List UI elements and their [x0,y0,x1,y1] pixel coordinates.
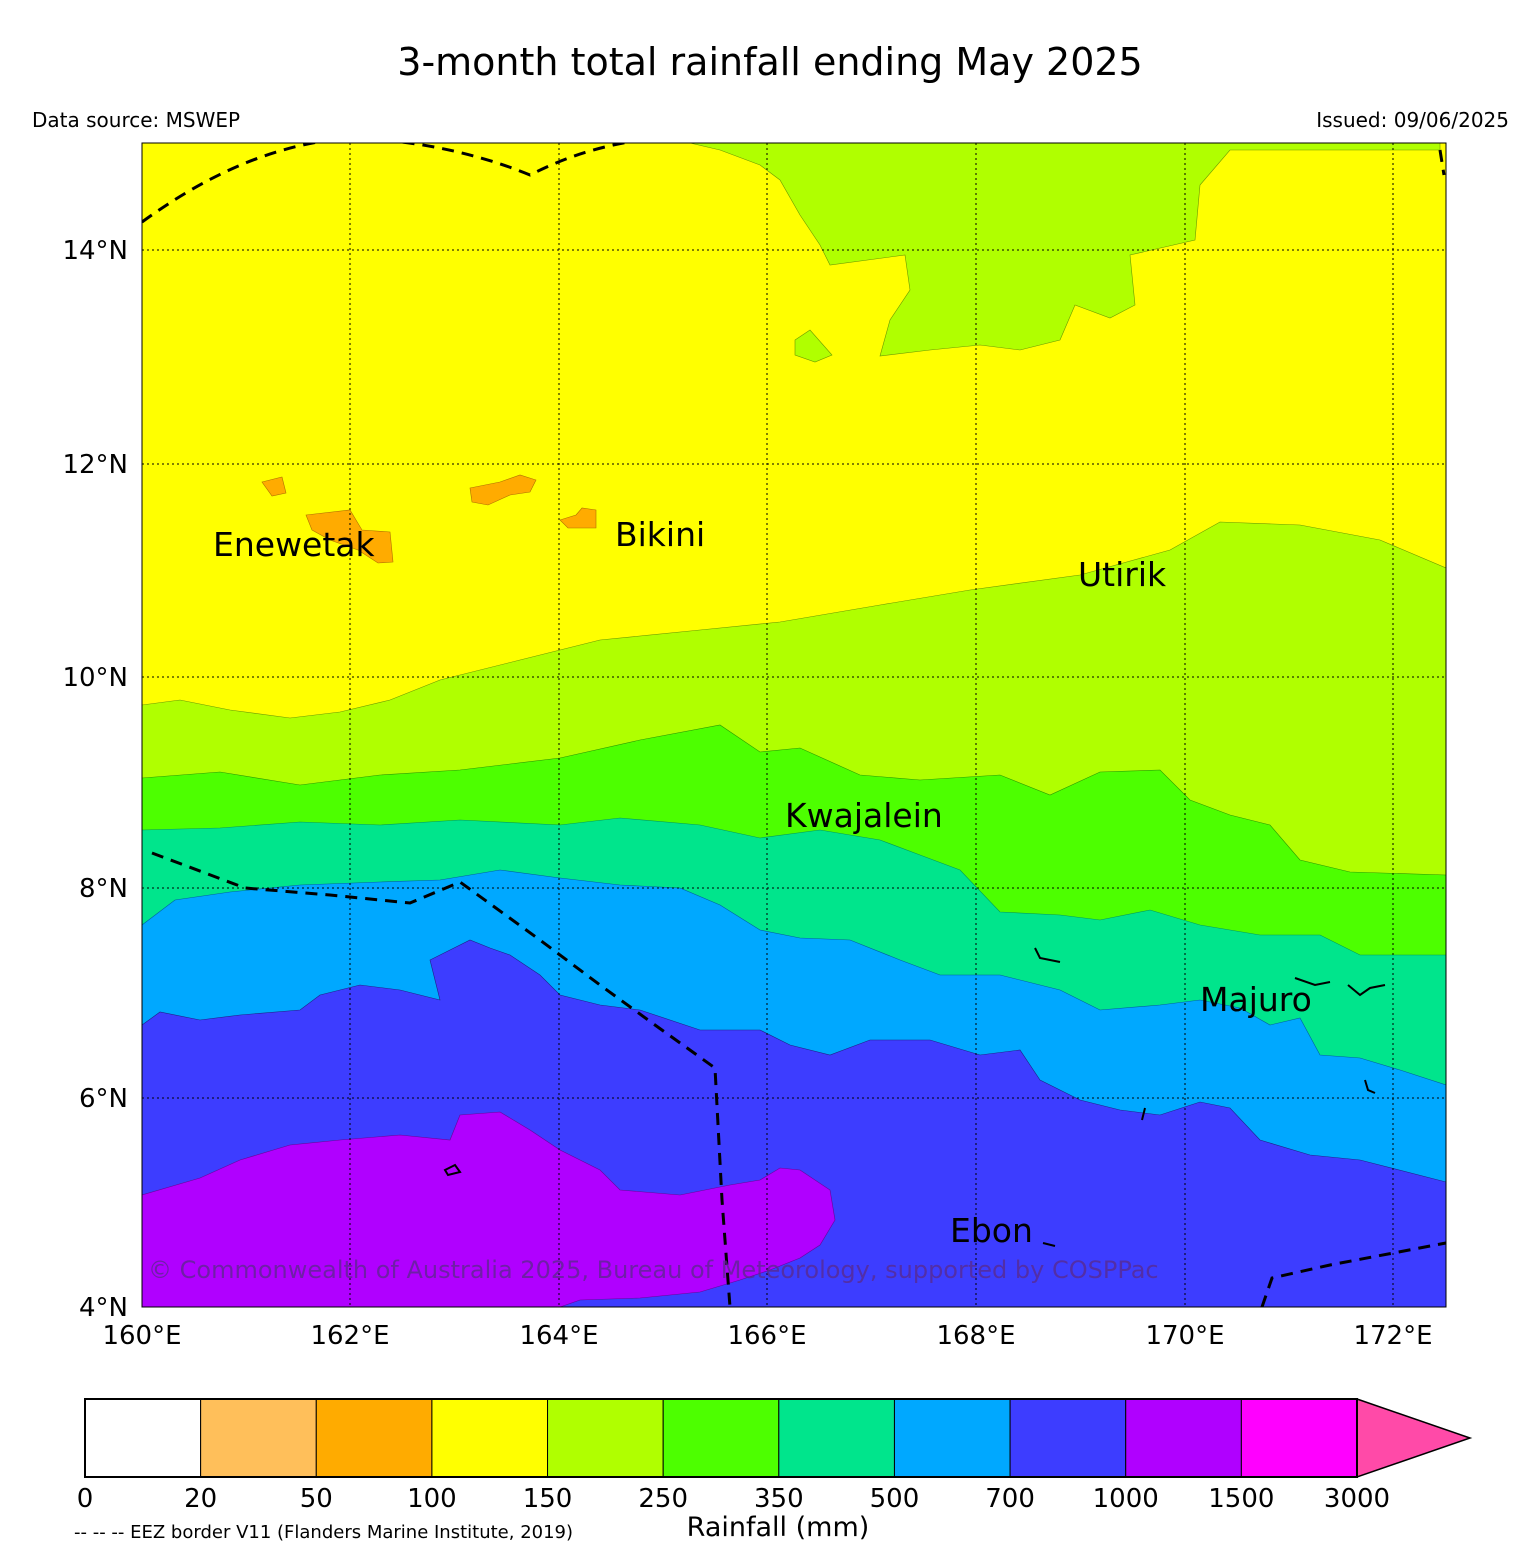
lat-axis-labels: 4°N 6°N 8°N 10°N 12°N 14°N [62,236,128,1323]
colorbar-swatch [778,1398,895,1478]
lon-label: 164°E [519,1321,598,1351]
colorbar-swatch [893,1398,1011,1478]
colorbar-frame [84,1398,1358,1478]
colorbar-swatch [315,1398,433,1478]
lat-label: 6°N [79,1084,128,1114]
lon-label: 172°E [1353,1321,1432,1351]
place-label-bikini: Bikini [615,515,705,554]
graticule [142,143,1446,1307]
colorbar-tick-label: 50 [300,1484,333,1514]
lon-label: 162°E [310,1321,389,1351]
colorbar-swatch [200,1398,317,1478]
band-50-100-patch [261,476,287,497]
place-label-kwajalein: Kwajalein [785,796,943,835]
lon-label: 168°E [936,1321,1015,1351]
colorbar-swatch [547,1398,664,1478]
lat-label: 10°N [62,663,128,693]
eez-border-note: -- -- -- EEZ border V11 (Flanders Marine… [74,1522,574,1543]
colorbar-swatch [1240,1398,1358,1478]
map-frame [141,142,1447,1308]
colorbar-tick-label: 250 [638,1484,688,1514]
map-title: 3-month total rainfall ending May 2025 [397,40,1143,84]
rainfall-field [142,143,1446,1307]
band-50-100-patch [305,509,394,564]
band-150-250-north-patch [794,329,833,363]
issued-date: Issued: 09/06/2025 [1316,108,1509,132]
colorbar-tick-label: 150 [523,1484,573,1514]
colorbar-swatch [1125,1398,1242,1478]
lat-label: 12°N [62,450,128,480]
colorbar-tick-label: 500 [870,1484,920,1514]
colorbar-swatch [84,1398,202,1478]
colorbar-swatch [1009,1398,1127,1478]
lat-label: 8°N [79,874,128,904]
data-source-label: Data source: MSWEP [32,108,241,132]
band-50-100-patch [469,474,537,506]
eez-border [142,143,1446,1307]
place-label-ebon: Ebon [950,1211,1033,1250]
lat-label: 4°N [79,1293,128,1323]
copyright-notice: © Commonwealth of Australia 2025, Bureau… [148,1256,1159,1284]
place-labels: Enewetak Bikini Utirik Kwajalein Majuro … [213,515,1312,1250]
band-50-100-patch [559,507,597,529]
colorbar-tick-label: 20 [184,1484,217,1514]
colorbar-swatch [662,1398,780,1478]
lon-label: 170°E [1145,1321,1224,1351]
island-outlines [443,947,1386,1247]
place-label-majuro: Majuro [1200,980,1312,1019]
colorbar-tick-label: 100 [407,1484,457,1514]
place-label-utirik: Utirik [1078,555,1167,594]
colorbar-swatch [431,1398,549,1478]
colorbar-title: Rainfall (mm) [686,1512,870,1543]
colorbar-tick-label: 700 [985,1484,1035,1514]
band-1000-1500 [142,1111,836,1307]
lat-label: 14°N [62,236,128,266]
band-150-250-north [689,143,1441,357]
lon-label: 166°E [727,1321,806,1351]
place-label-enewetak: Enewetak [213,525,376,564]
colorbar-tick-label: 0 [77,1484,94,1514]
colorbar: 0 20 50 100 150 250 350 500 700 1000 1500 3000 [77,1397,1473,1514]
colorbar-tick-label: 350 [754,1484,804,1514]
lon-axis-labels: 160°E 162°E 164°E 166°E 168°E 170°E 172°… [102,1321,1432,1351]
lon-label: 160°E [102,1321,181,1351]
colorbar-extend-arrow [1356,1397,1473,1479]
colorbar-tick-label: 3000 [1324,1484,1390,1514]
colorbar-tick-label: 1500 [1208,1484,1274,1514]
colorbar-tick-label: 1000 [1093,1484,1159,1514]
